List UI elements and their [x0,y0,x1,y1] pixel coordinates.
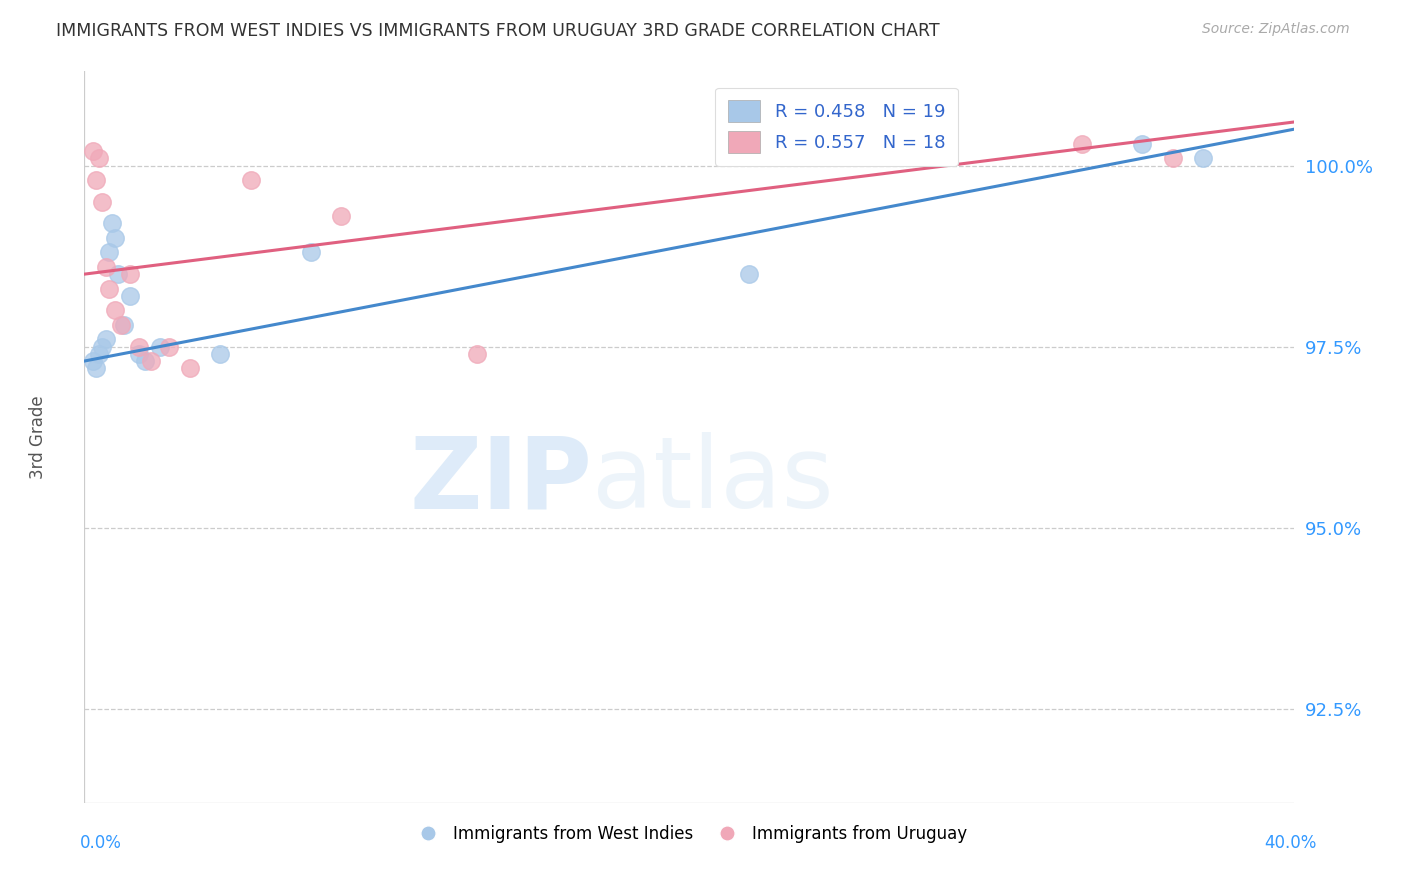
Point [97,245,120,260]
Point [330,209,353,223]
Point [82,144,104,158]
Point [110,318,132,332]
Point [89,347,111,361]
Point [1192,151,1215,165]
Point [139,354,162,368]
Point [94,260,117,274]
Point [91,340,114,354]
Point [97,282,120,296]
Point [1132,136,1154,151]
Point [239,173,262,187]
Point [179,361,201,376]
Point [86,173,108,187]
Point [100,216,122,230]
Text: ZIP: ZIP [409,433,592,530]
Point [82,354,104,368]
Point [157,340,180,354]
Point [118,267,141,281]
Point [118,289,141,303]
Point [128,347,150,361]
Point [467,347,489,361]
Legend: Immigrants from West Indies, Immigrants from Uruguay: Immigrants from West Indies, Immigrants … [405,818,973,849]
Point [104,231,127,245]
Point [209,347,232,361]
Point [149,340,172,354]
Point [86,361,108,376]
Point [104,303,127,318]
Point [134,354,156,368]
Point [91,194,114,209]
Point [112,318,135,332]
Point [299,245,322,260]
Text: 0.0%: 0.0% [80,834,122,852]
Text: atlas: atlas [592,433,834,530]
Point [89,151,111,165]
Text: IMMIGRANTS FROM WEST INDIES VS IMMIGRANTS FROM URUGUAY 3RD GRADE CORRELATION CHA: IMMIGRANTS FROM WEST INDIES VS IMMIGRANT… [56,22,939,40]
Point [94,332,117,346]
Point [738,267,761,281]
Point [1161,151,1184,165]
Text: 3rd Grade: 3rd Grade [30,395,48,479]
Point [107,267,129,281]
Point [1071,136,1094,151]
Text: Source: ZipAtlas.com: Source: ZipAtlas.com [1202,22,1350,37]
Text: 40.0%: 40.0% [1264,834,1317,852]
Point [128,340,150,354]
